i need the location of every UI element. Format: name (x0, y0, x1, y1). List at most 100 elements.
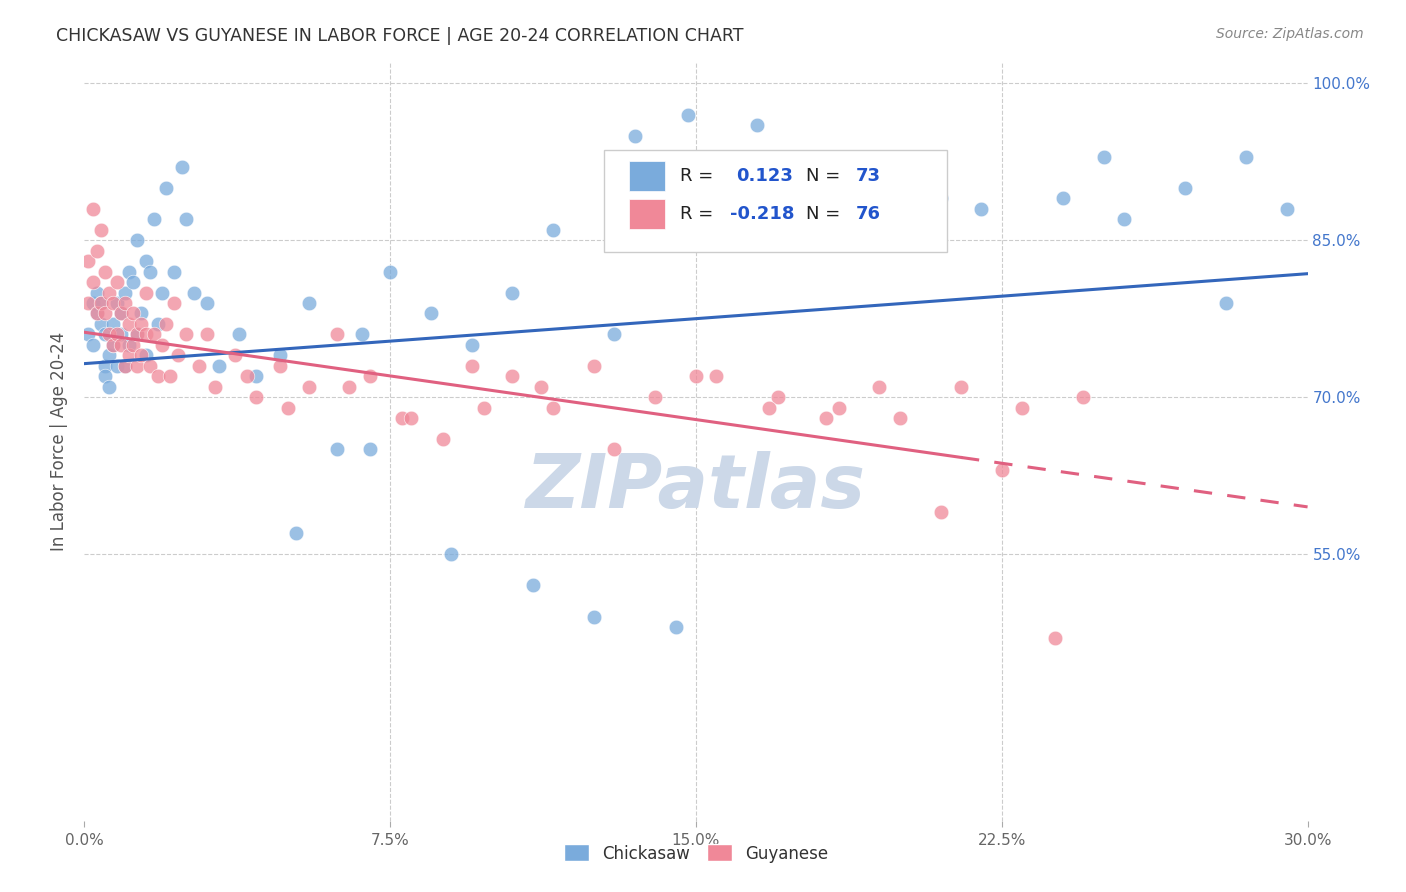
Point (350, 327, 373, 342)
Point (807, 202, 830, 216)
Point (195, 296, 218, 310)
Point (676, 108, 699, 122)
Text: R =: R = (681, 167, 718, 186)
Point (142, 327, 165, 342)
Point (787, 223, 810, 237)
Point (174, 327, 197, 342)
Point (97, 327, 120, 342)
Point (105, 275, 128, 289)
Text: CHICKASAW VS GUYANESE IN LABOR FORCE | AGE 20-24 CORRELATION CHART: CHICKASAW VS GUYANESE IN LABOR FORCE | A… (56, 27, 744, 45)
Point (391, 411, 413, 425)
Point (110, 327, 132, 342)
Point (110, 306, 132, 320)
Point (150, 285, 173, 300)
Text: R =: R = (681, 205, 718, 223)
Point (285, 526, 308, 541)
Point (101, 338, 124, 352)
Point (298, 379, 321, 393)
Point (929, 191, 952, 205)
Point (245, 390, 267, 404)
Point (236, 369, 259, 384)
Point (685, 369, 707, 384)
Point (224, 348, 246, 362)
Point (380, 264, 402, 278)
Text: 73: 73 (856, 167, 882, 186)
Point (1236, 150, 1258, 164)
Point (138, 359, 160, 373)
Point (461, 338, 484, 352)
Point (420, 306, 443, 320)
Text: N =: N = (806, 167, 841, 186)
Point (174, 212, 197, 227)
Point (472, 401, 495, 415)
Y-axis label: In Labor Force | Age 20-24: In Labor Force | Age 20-24 (51, 332, 69, 551)
Point (1114, 212, 1136, 227)
Point (815, 411, 838, 425)
Point (543, 401, 565, 415)
Point (135, 285, 157, 300)
Point (127, 359, 149, 373)
Point (127, 327, 149, 342)
Point (195, 327, 218, 342)
Point (159, 369, 181, 384)
Point (82, 275, 104, 289)
Point (118, 317, 141, 331)
Point (530, 379, 553, 393)
Point (583, 609, 606, 624)
Point (758, 401, 780, 415)
Point (118, 264, 141, 278)
FancyBboxPatch shape (605, 150, 946, 252)
Point (93, 327, 115, 342)
Point (101, 296, 124, 310)
Point (502, 285, 524, 300)
Point (502, 369, 524, 384)
Text: -0.218: -0.218 (730, 205, 794, 223)
Text: ZIPatlas: ZIPatlas (526, 450, 866, 524)
Point (155, 317, 177, 331)
Point (522, 578, 544, 592)
Point (583, 359, 606, 373)
Legend: Chickasaw, Guyanese: Chickasaw, Guyanese (557, 838, 835, 869)
Point (110, 306, 132, 320)
Point (269, 359, 291, 373)
Point (90, 223, 112, 237)
Text: N =: N = (806, 205, 841, 223)
Point (603, 442, 626, 457)
Point (665, 620, 688, 634)
Point (1073, 390, 1095, 404)
Point (1052, 191, 1074, 205)
Point (747, 118, 769, 132)
Point (131, 317, 153, 331)
Point (440, 547, 463, 561)
Point (146, 369, 169, 384)
Point (725, 233, 748, 247)
Point (101, 338, 124, 352)
Point (298, 296, 321, 310)
Point (269, 348, 291, 362)
Point (603, 327, 626, 342)
Point (86, 306, 108, 320)
Point (359, 442, 381, 457)
Point (122, 275, 145, 289)
Point (150, 338, 173, 352)
Point (127, 233, 149, 247)
Point (929, 505, 952, 519)
Point (624, 128, 647, 143)
Point (105, 296, 128, 310)
Point (766, 390, 789, 404)
Point (706, 369, 728, 384)
Point (848, 212, 870, 227)
Point (77, 254, 100, 268)
Point (991, 463, 1014, 477)
Point (644, 390, 666, 404)
Point (1043, 631, 1066, 645)
Point (1092, 150, 1115, 164)
Point (127, 327, 149, 342)
Point (86, 306, 108, 320)
Point (1215, 296, 1237, 310)
Point (1174, 181, 1197, 195)
Point (118, 338, 141, 352)
Text: 76: 76 (856, 205, 882, 223)
Point (1011, 401, 1033, 415)
Point (82, 202, 104, 216)
